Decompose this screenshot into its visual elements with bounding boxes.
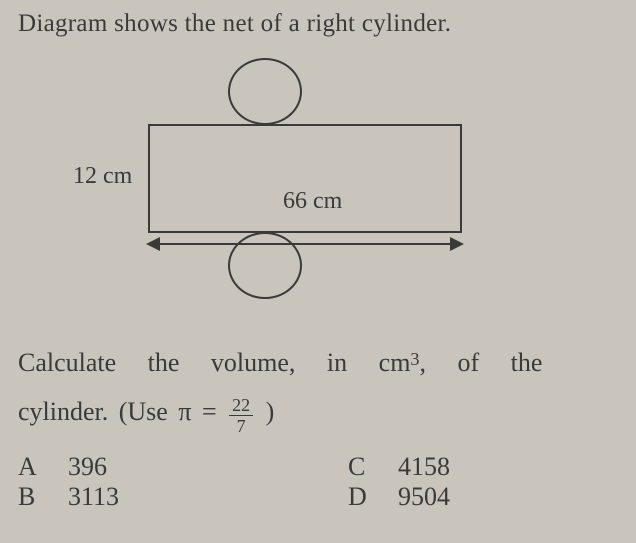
width-label: 66 cm [283, 188, 342, 215]
rectangle-body [148, 124, 462, 233]
intro-text: Diagram shows the net of a right cylinde… [18, 10, 618, 38]
option-b[interactable]: B 3113 [18, 482, 348, 512]
top-circle [228, 58, 302, 125]
option-a-letter: A [18, 452, 68, 482]
page: Diagram shows the net of a right cylinde… [0, 0, 636, 543]
option-d-letter: D [348, 482, 398, 512]
option-a-value: 396 [68, 452, 107, 482]
option-b-value: 3113 [68, 482, 119, 512]
question-line2-pre: cylinder. (Use π = [18, 397, 227, 426]
option-c-letter: C [348, 452, 398, 482]
option-d[interactable]: D 9504 [348, 482, 450, 512]
option-b-letter: B [18, 482, 68, 512]
question-line2-post: ) [255, 397, 274, 426]
answer-options: A 396 C 4158 B 3113 D 9504 [18, 452, 618, 512]
question-line1-a: Calculate the volume, in cm3, of the [18, 338, 542, 387]
width-arrow [148, 243, 462, 245]
question-text: Calculate the volume, in cm3, of the cyl… [18, 338, 618, 437]
pi-fraction: 227 [229, 396, 253, 435]
option-a[interactable]: A 396 [18, 452, 348, 482]
option-c-value: 4158 [398, 452, 450, 482]
option-d-value: 9504 [398, 482, 450, 512]
net-diagram: 12 cm 66 cm [78, 58, 558, 318]
height-label: 12 cm [73, 163, 132, 190]
option-c[interactable]: C 4158 [348, 452, 450, 482]
